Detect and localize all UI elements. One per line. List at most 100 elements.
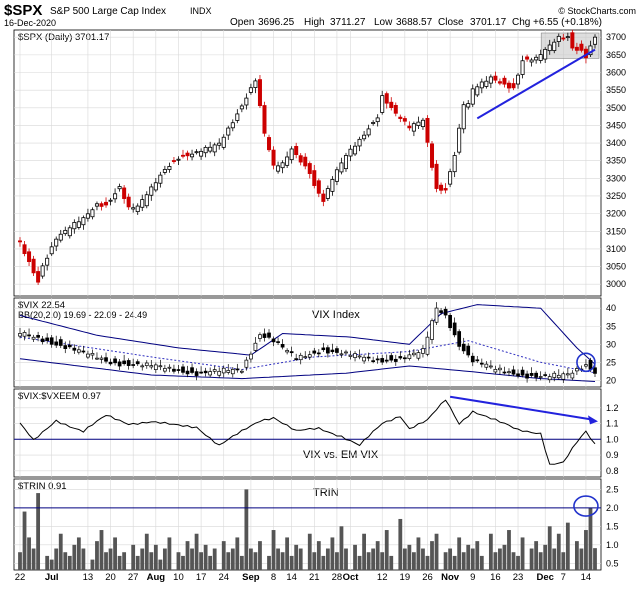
vix-candle <box>99 357 104 360</box>
vix-candle <box>77 349 81 353</box>
trin-bar <box>493 552 498 570</box>
price-candle <box>113 193 118 200</box>
y-tick-label-price: 3400 <box>606 138 626 148</box>
vix-candle <box>63 345 68 349</box>
vix-candle <box>348 354 353 357</box>
trin-bar <box>253 552 258 570</box>
price-candle <box>276 165 281 172</box>
price-trendline <box>476 48 596 120</box>
price-candle <box>321 193 326 202</box>
price-candle <box>425 117 430 143</box>
price-candle <box>497 81 502 84</box>
price-panel-frame <box>13 29 602 297</box>
vix-candle <box>402 357 407 360</box>
trin-bar <box>131 544 136 570</box>
trin-bar <box>448 548 453 570</box>
x-tick-label: 20 <box>105 572 116 583</box>
price-candle <box>208 146 213 152</box>
trin-bar <box>104 552 108 570</box>
trin-bar <box>380 552 385 570</box>
trin-bar <box>27 537 31 570</box>
trin-bar <box>285 537 290 570</box>
price-candle <box>58 233 63 241</box>
x-tick-label: 27 <box>128 572 139 583</box>
price-candle <box>22 244 27 255</box>
y-tick-label-vix_ratio: 1.0 <box>606 434 619 444</box>
vix-candle <box>303 356 308 358</box>
vix-candle <box>113 358 117 364</box>
price-candle <box>81 217 86 226</box>
y-tick-label-vix: 25 <box>606 357 616 367</box>
price-candle <box>393 105 398 114</box>
trin-bar <box>258 541 262 570</box>
y-tick-label-trin: 2.0 <box>606 503 619 513</box>
vix-candle <box>307 354 312 358</box>
x-tick-label: 8 <box>271 572 276 583</box>
y-tick-label-price: 3650 <box>606 50 626 60</box>
bollinger-bb-mid <box>19 336 596 374</box>
price-candle <box>511 83 516 89</box>
vix-candle <box>258 334 262 339</box>
annotation-layer <box>449 48 599 517</box>
price-candle <box>180 154 185 157</box>
price-candle <box>475 86 480 96</box>
price-candle <box>407 125 412 129</box>
trin-bar <box>425 555 430 570</box>
vix-candle <box>226 370 231 373</box>
trin-bar <box>176 552 181 570</box>
x-tick-label: 17 <box>196 572 207 583</box>
vix-candle <box>484 363 489 368</box>
price-candle <box>117 186 122 190</box>
vix-candle <box>122 360 126 365</box>
vix-candle <box>593 367 597 374</box>
trin-bar <box>117 555 122 570</box>
trin-bar <box>135 555 140 570</box>
vix-candle <box>285 350 289 353</box>
trin-bar <box>230 548 235 570</box>
x-tick-label: 14 <box>286 572 297 583</box>
vix-candle <box>416 352 421 359</box>
trin-bar <box>226 552 231 570</box>
price-candle <box>362 134 367 140</box>
price-candle <box>257 79 262 107</box>
price-candle <box>470 88 475 105</box>
price-candle <box>126 196 131 208</box>
trin-bar <box>488 533 493 570</box>
vix-candle <box>511 369 516 375</box>
y-tick-label-price: 3150 <box>606 226 626 236</box>
price-candle <box>63 229 68 235</box>
trin-bar <box>108 548 113 570</box>
price-candle <box>90 209 95 218</box>
trin-bar <box>457 537 462 570</box>
vix-candle <box>316 352 321 355</box>
y-tick-label-vix_ratio: 1.1 <box>606 419 619 429</box>
trin-bar <box>466 544 471 570</box>
price-candle <box>140 199 145 208</box>
vix-index-label: VIX Index <box>312 309 360 321</box>
y-tick-label-price: 3300 <box>606 173 626 183</box>
trin-bar <box>502 544 507 570</box>
price-candle <box>579 43 584 51</box>
trin-bar <box>289 555 294 570</box>
price-candle <box>108 199 113 202</box>
x-tick-label: 26 <box>422 572 433 583</box>
price-candle <box>488 76 493 84</box>
vix-candle <box>479 362 484 365</box>
vix-candle <box>181 366 185 373</box>
vix-candle <box>516 373 520 377</box>
price-candle <box>199 150 204 157</box>
open-value: 3696.25 <box>258 17 295 28</box>
price-candle <box>430 143 435 168</box>
price-candle <box>461 104 466 130</box>
trin-bar <box>76 537 81 570</box>
vix-candle <box>199 371 203 374</box>
trin-bar <box>81 548 86 570</box>
trin-bar <box>529 548 534 570</box>
chg-label: Chg <box>512 17 530 28</box>
trin-bar <box>416 537 421 570</box>
trin-bar <box>140 548 145 570</box>
y-tick-label-price: 3500 <box>606 103 626 113</box>
trin-bar <box>375 541 380 570</box>
high-label: High <box>304 17 325 28</box>
